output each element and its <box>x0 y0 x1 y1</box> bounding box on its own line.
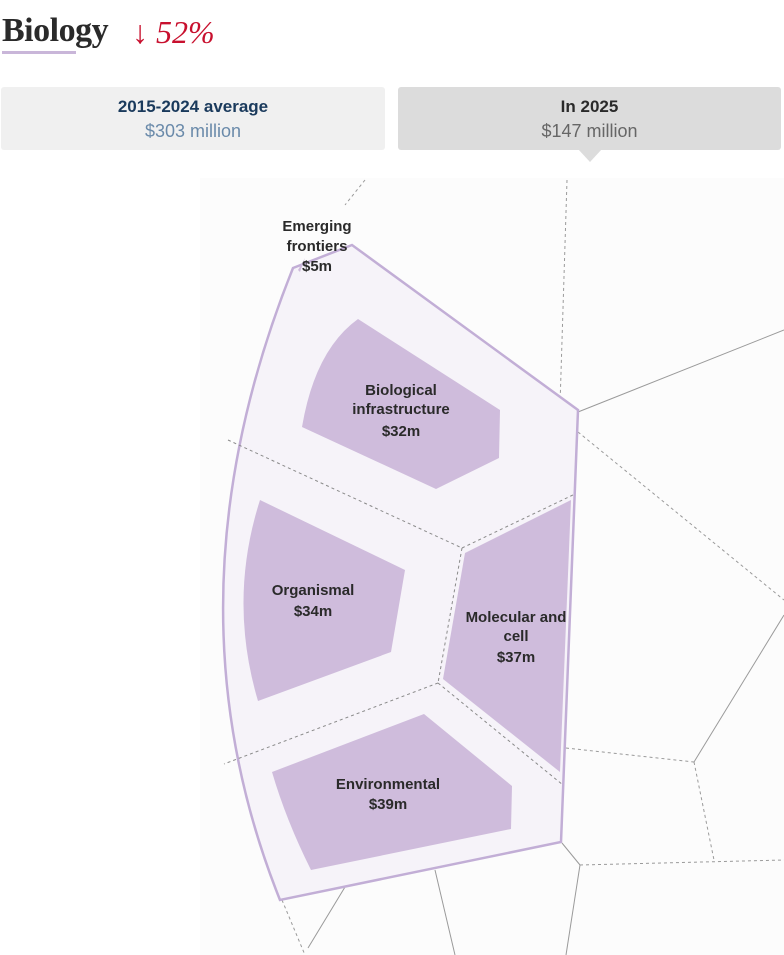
label-molecular-and-cell-line1: Molecular and <box>466 609 567 626</box>
cell-dividers <box>223 439 576 786</box>
cell-labels: Emerging frontiers $5m Biological infras… <box>272 218 567 813</box>
label-biological-infrastructure-line2: infrastructure <box>352 401 450 418</box>
context-line <box>693 761 715 861</box>
context-line <box>281 899 306 955</box>
title-underline <box>2 51 76 54</box>
label-emerging-frontiers-line1: Emerging <box>282 218 351 235</box>
selected-pointer <box>578 149 602 162</box>
divider <box>227 439 463 549</box>
current-label: In 2025 <box>560 97 619 116</box>
label-molecular-and-cell-line2: cell <box>503 628 528 645</box>
average-label: 2015-2024 average <box>117 97 269 116</box>
divider <box>461 493 576 549</box>
context-line <box>434 869 456 955</box>
divider <box>223 682 439 765</box>
cell-environmental <box>272 714 512 870</box>
context-line <box>307 886 346 949</box>
label-environmental: Environmental <box>336 776 440 793</box>
context-line <box>577 431 784 601</box>
cell-emerging-frontiers <box>298 258 305 272</box>
context-line <box>565 864 581 955</box>
context-line <box>693 614 784 763</box>
current-year-toggle[interactable]: In 2025 $147 million <box>398 87 781 150</box>
context-line <box>579 859 784 866</box>
average-value: $303 million <box>144 121 242 141</box>
value-environmental: $39m <box>369 796 407 813</box>
divider <box>437 682 564 786</box>
cell-organismal <box>243 500 405 701</box>
label-biological-infrastructure-line1: Biological <box>365 382 437 399</box>
value-molecular-and-cell: $37m <box>497 649 535 666</box>
chart-title: Biology <box>2 12 109 49</box>
average-toggle[interactable]: 2015-2024 average $303 million <box>1 87 385 150</box>
value-emerging-frontiers: $5m <box>302 258 332 275</box>
label-emerging-frontiers-line2: frontiers <box>287 238 348 255</box>
context-line <box>344 179 366 206</box>
cell-molecular-and-cell <box>443 500 571 772</box>
divider <box>437 547 463 684</box>
value-biological-infrastructure: $32m <box>382 423 420 440</box>
current-value: $147 million <box>541 121 638 141</box>
percent-change: ↓ 52% <box>132 14 215 50</box>
value-organismal: $34m <box>294 603 332 620</box>
context-line <box>559 179 568 406</box>
sub-cells <box>243 258 571 870</box>
context-line <box>577 329 784 413</box>
cell-biological-infrastructure <box>302 319 500 489</box>
context-line <box>561 842 581 866</box>
context-lines <box>281 179 784 955</box>
label-organismal: Organismal <box>272 582 355 599</box>
